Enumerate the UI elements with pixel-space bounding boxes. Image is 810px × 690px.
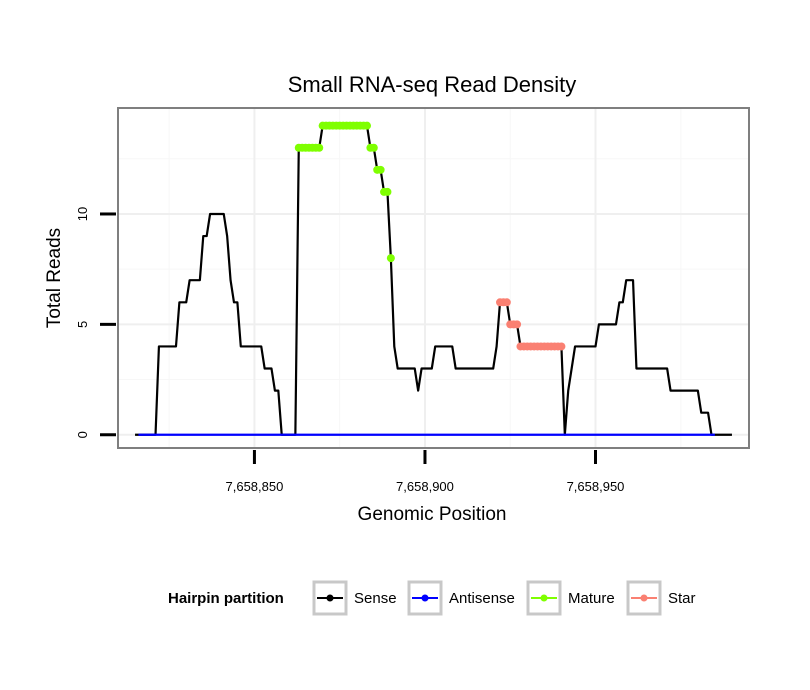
data-point-star: [513, 320, 522, 329]
data-point-mature: [369, 143, 378, 152]
plot-border: [117, 107, 750, 449]
legend-label: Antisense: [449, 590, 515, 607]
data-point-mature: [315, 143, 324, 152]
legend-label: Star: [668, 590, 696, 607]
legend-label: Sense: [354, 590, 397, 607]
legend-label: Mature: [568, 590, 615, 607]
chart-title: Small RNA-seq Read Density: [288, 72, 577, 97]
legend-key-point: [421, 594, 429, 602]
data-point-star: [557, 342, 566, 351]
series-line-sense: [135, 124, 732, 436]
x-tick-label: 7,658,900: [396, 479, 454, 494]
data-point-mature: [376, 165, 385, 174]
plot-background: [118, 108, 749, 448]
series-mature: [294, 121, 395, 263]
legend-entry-star: Star: [626, 580, 696, 616]
x-axis-title: Genomic Position: [358, 504, 507, 525]
legend-entry-antisense: Antisense: [407, 580, 515, 616]
y-axis: 0 5 10: [75, 207, 116, 438]
data-point-mature: [386, 254, 395, 263]
legend: Hairpin partition Sense Antisense Mature St…: [168, 580, 696, 616]
legend-key-point: [540, 594, 548, 602]
y-tick-label: 5: [75, 321, 90, 328]
legend-entries: Sense Antisense Mature Star: [312, 580, 696, 616]
legend-key-point: [326, 594, 334, 602]
x-tick-label: 7,658,850: [226, 479, 284, 494]
data-point-star: [502, 298, 511, 307]
x-tick-label: 7,658,950: [567, 479, 625, 494]
series-star: [496, 298, 566, 351]
legend-entry-sense: Sense: [312, 580, 397, 616]
data-point-mature: [383, 187, 392, 196]
legend-key-point: [640, 594, 648, 602]
legend-title: Hairpin partition: [168, 590, 284, 607]
y-tick-label: 0: [75, 431, 90, 438]
y-tick-label: 10: [75, 207, 90, 221]
y-axis-title: Total Reads: [44, 228, 65, 328]
legend-entry-mature: Mature: [526, 580, 615, 616]
series-layer: [135, 121, 732, 436]
x-axis: 7,658,850 7,658,900 7,658,950: [226, 450, 625, 494]
series-sense: [135, 124, 732, 436]
data-point-mature: [362, 121, 371, 130]
plot-area: [117, 107, 750, 449]
